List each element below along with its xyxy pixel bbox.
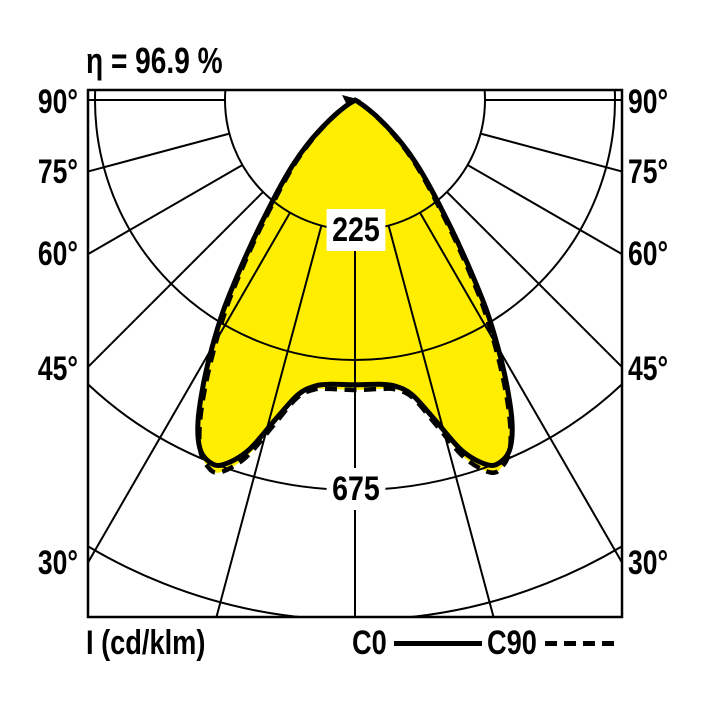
angle-label-left-30: 30° — [37, 544, 78, 582]
angle-label-left-45: 45° — [37, 350, 78, 388]
angle-label-right-90: 90° — [628, 83, 669, 121]
angle-ray--75 — [88, 132, 230, 173]
angle-ray-60 — [467, 164, 622, 256]
angle-label-left-90: 90° — [37, 83, 78, 121]
legend-c0-label: C0 — [352, 624, 387, 662]
curve-c0-solid — [195, 97, 515, 468]
apex-arrow-marker — [342, 95, 361, 107]
angle-label-right-75: 75° — [628, 153, 669, 191]
ring-label-675: 675 — [326, 468, 386, 510]
angle-label-left-75: 75° — [37, 153, 78, 191]
efficiency-title: η = 96.9 % — [86, 40, 223, 81]
legend-c90-line-sample — [545, 641, 621, 646]
angle-ray--45 — [88, 191, 264, 369]
angle-label-right-45: 45° — [628, 350, 669, 388]
angle-label-left-60: 60° — [37, 235, 78, 273]
angle-ray-45 — [446, 191, 622, 369]
legend-c0-line-sample — [394, 641, 482, 646]
diagram-frame — [86, 88, 624, 619]
angle-ray-30 — [419, 212, 622, 565]
angle-label-right-30: 30° — [628, 544, 669, 582]
angle-ray--60 — [88, 164, 243, 256]
intensity-unit-label: I (cd/klm) — [86, 624, 206, 662]
angle-label-right-60: 60° — [628, 235, 669, 273]
angle-ray--15 — [215, 225, 323, 617]
angle-ray-75 — [480, 132, 622, 173]
legend-c90-label: C90 — [487, 624, 537, 662]
angle-ray-15 — [387, 225, 495, 617]
ring-label-225: 225 — [326, 209, 386, 251]
angle-ray--30 — [88, 212, 291, 565]
